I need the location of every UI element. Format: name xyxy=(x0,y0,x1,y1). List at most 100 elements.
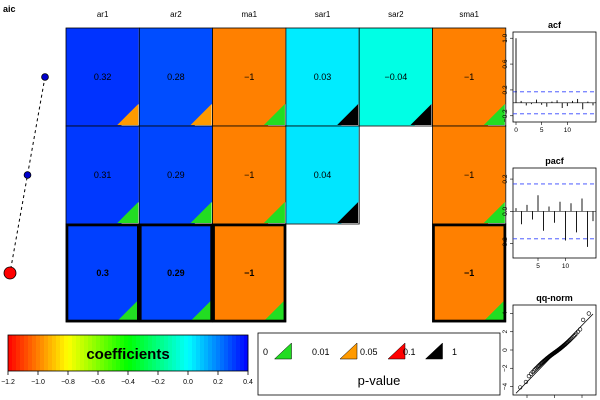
colorbar-swatch xyxy=(96,335,101,371)
colorbar-swatch xyxy=(108,335,113,371)
pvalue-corner-mark xyxy=(483,104,505,125)
pvalue-legend-label: 0.1 xyxy=(403,347,416,357)
colorbar-swatch xyxy=(184,335,189,371)
pvalue-corner-mark xyxy=(190,300,212,321)
colorbar-swatch xyxy=(28,335,33,371)
qq-frame xyxy=(512,304,597,396)
coefficient-cell xyxy=(66,28,139,126)
colorbar-swatch xyxy=(208,335,213,371)
colorbar-swatch xyxy=(12,335,17,371)
colorbar-swatch xyxy=(124,335,129,371)
pvalue-corner-mark xyxy=(263,300,285,321)
coefficient-label: 0.29 xyxy=(167,170,185,180)
acf-ytick-label: 0.6 xyxy=(502,59,509,68)
best-model-border xyxy=(139,223,213,323)
colorbar-swatch xyxy=(212,335,217,371)
coefficient-label: −1 xyxy=(244,268,254,278)
coefficient-label: 0.28 xyxy=(167,72,185,82)
colorbar-swatch xyxy=(164,335,169,371)
acf-xtick-label: 0 xyxy=(514,127,518,134)
colorbar-swatch xyxy=(224,335,229,371)
colorbar-swatch xyxy=(204,335,209,371)
coefficient-cell xyxy=(432,224,506,322)
best-model-border xyxy=(65,223,140,323)
colorbar-swatch xyxy=(152,335,157,371)
pvalue-legend-label: 0.05 xyxy=(360,347,378,357)
colorbar-tick-label: 0.2 xyxy=(213,379,223,386)
colorbar-swatch xyxy=(20,335,25,371)
pvalue-legend-label: 0.01 xyxy=(312,347,330,357)
pvalue-corner-mark xyxy=(337,104,359,125)
colorbar-swatch xyxy=(92,335,97,371)
coefficient-cell xyxy=(66,126,139,224)
colorbar-swatch xyxy=(136,335,141,371)
colorbar-swatch xyxy=(36,335,41,371)
colorbar-swatch xyxy=(24,335,29,371)
coefficient-label: 0.32 xyxy=(94,72,112,82)
pvalue-corner-mark xyxy=(263,202,285,223)
colorbar-swatch xyxy=(192,335,197,371)
pvalue-corner-mark xyxy=(337,202,359,223)
pvalue-corner-mark xyxy=(190,104,212,125)
pacf-ytick-label: −0.2 xyxy=(502,237,509,250)
pvalue-legend-box xyxy=(257,332,501,396)
colorbar-swatch xyxy=(140,335,145,371)
pacf-xtick-label: 10 xyxy=(562,263,570,270)
acf-frame xyxy=(512,31,597,123)
colorbar-swatch xyxy=(232,335,237,371)
colorbar-swatch xyxy=(16,335,21,371)
pvalue-legend-title: p-value xyxy=(358,373,401,388)
colorbar-swatch xyxy=(68,335,73,371)
coefficient-label: −1 xyxy=(244,170,254,180)
pacf-xtick-label: 5 xyxy=(536,263,540,270)
pvalue-legend-triangle xyxy=(339,342,358,360)
qq-point xyxy=(523,379,529,385)
coefficient-label: 0.3 xyxy=(96,268,109,278)
coefficient-cell xyxy=(285,28,359,126)
coefficient-cell xyxy=(432,126,506,224)
coefficient-cell xyxy=(432,28,506,126)
best-model-border xyxy=(212,223,287,323)
pvalue-corner-mark xyxy=(190,202,212,223)
coefficient-label: 0.31 xyxy=(94,170,112,180)
colorbar-swatch xyxy=(116,335,121,371)
colorbar-tick-label: −1.2 xyxy=(1,379,15,386)
colorbar-swatch xyxy=(48,335,53,371)
pacf-title: pacf xyxy=(545,156,565,166)
colorbar-tick-label: −0.6 xyxy=(91,379,105,386)
colorbar-swatch xyxy=(128,335,133,371)
colorbar-label: coefficients xyxy=(86,346,169,363)
colorbar-swatch xyxy=(88,335,93,371)
colorbar-swatch xyxy=(156,335,161,371)
coefficient-cell xyxy=(139,224,213,322)
colorbar-swatch xyxy=(40,335,45,371)
best-model-border xyxy=(432,223,507,323)
colorbar-swatch xyxy=(180,335,185,371)
colorbar-tick-label: −0.4 xyxy=(121,379,135,386)
colorbar-swatch xyxy=(144,335,149,371)
coefficient-label: −1 xyxy=(464,170,474,180)
aic-point xyxy=(41,73,49,81)
colorbar-tick-label: 0.4 xyxy=(243,379,253,386)
pacf-ytick-label: 0.0 xyxy=(502,206,509,215)
colorbar-swatch xyxy=(228,335,233,371)
pvalue-corner-mark xyxy=(483,202,505,223)
column-label: sma1 xyxy=(459,10,479,19)
pvalue-corner-mark xyxy=(263,104,285,125)
colorbar-swatch xyxy=(72,335,77,371)
colorbar-swatch xyxy=(64,335,69,371)
cell-border xyxy=(285,125,360,225)
colorbar-swatch xyxy=(132,335,137,371)
colorbar-swatch xyxy=(168,335,173,371)
acf-ytick-label: 1.0 xyxy=(502,33,509,42)
colorbar-swatch xyxy=(188,335,193,371)
colorbar-swatch xyxy=(32,335,37,371)
colorbar-swatch xyxy=(8,335,13,371)
coefficient-label: 0.03 xyxy=(314,72,332,82)
qq-ytick-label: 4 xyxy=(502,311,509,315)
pacf-ytick-label: 0.2 xyxy=(502,174,509,183)
coefficient-cell xyxy=(285,126,359,224)
pvalue-corner-mark xyxy=(117,300,139,321)
coefficient-cell xyxy=(139,28,213,126)
